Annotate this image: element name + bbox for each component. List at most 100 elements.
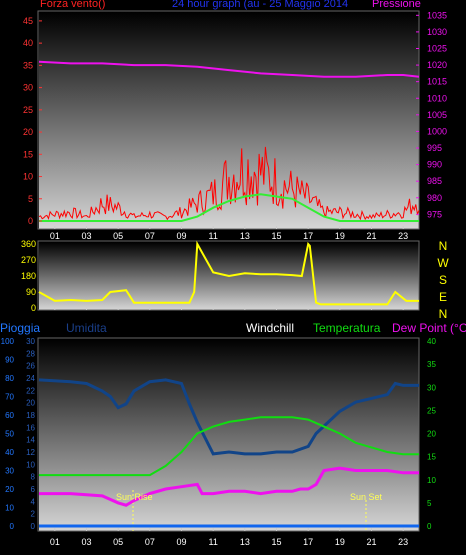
- rain-tick-label: 0: [10, 522, 15, 531]
- pressure-tick-label: 1005: [427, 110, 447, 120]
- wind-tick-label: 15: [23, 149, 33, 159]
- humidity-tick-label: 30: [26, 337, 35, 346]
- compass-labels: N W S E N: [435, 238, 451, 323]
- temperature-line: [39, 416, 419, 477]
- legend-dewpoint: Dew Point (°C): [392, 321, 466, 335]
- temp-panel-frame: [37, 337, 420, 532]
- legend-temperatura: Temperatura: [313, 321, 381, 335]
- x-tick-label: 01: [50, 537, 60, 547]
- compass-e: E: [438, 290, 447, 304]
- x-tick-label: 07: [145, 537, 155, 547]
- x-tick-label: 13: [240, 537, 250, 547]
- wind-speed-line: [38, 146, 420, 221]
- pressure-tick-label: 1015: [427, 77, 447, 87]
- sunset-label: Sun Set: [350, 492, 383, 502]
- x-tick-label: 05: [113, 537, 123, 547]
- humidity-tick-label: 20: [26, 399, 35, 408]
- wind-tick-label: 35: [23, 60, 33, 70]
- x-tick-label: 11: [208, 537, 217, 547]
- pressure-tick-label: 1000: [427, 126, 447, 136]
- x-tick-label: 03: [81, 537, 91, 547]
- humidity-tick-label: 18: [26, 411, 35, 420]
- rain-tick-label: 40: [5, 448, 14, 457]
- temp-tick-label: 10: [427, 476, 436, 485]
- chart-title: 24 hour graph (au - 25 Maggio 2014: [172, 0, 349, 10]
- rain-tick-label: 60: [5, 411, 14, 420]
- pressure-tick-label: 1025: [427, 43, 447, 53]
- rain-tick-label: 50: [5, 430, 14, 439]
- pressure-line: [38, 60, 420, 78]
- temp-tick-label: 20: [427, 430, 436, 439]
- legend-windchill: Windchill: [246, 321, 295, 335]
- direction-tick-label: 360: [21, 239, 36, 249]
- wind-panel-bg: [39, 12, 419, 229]
- humidity-tick-label: 2: [31, 510, 36, 519]
- wind-average-line: [39, 193, 419, 222]
- wind-tick-label: 25: [23, 105, 33, 115]
- rain-tick-label: 100: [1, 337, 15, 346]
- x-tick-label: 15: [271, 537, 281, 547]
- temp-tick-label: 15: [427, 453, 436, 462]
- wind-axis-label: Forza vento(): [40, 0, 106, 10]
- wind-tick-label: 20: [23, 127, 33, 137]
- temp-tick-label: 30: [427, 383, 436, 392]
- direction-tick-label: 90: [26, 287, 36, 297]
- wind-tick-label: 5: [28, 194, 33, 204]
- direction-panel-frame: [37, 240, 420, 311]
- humidity-tick-label: 6: [31, 485, 36, 494]
- x-tick-label: 13: [240, 231, 250, 241]
- temp-panel-bg: [39, 339, 419, 531]
- wind-tick-label: 40: [23, 38, 33, 48]
- x-tick-label: 07: [145, 231, 155, 241]
- wind-tick-label: 10: [23, 172, 33, 182]
- pressure-tick-label: 990: [427, 160, 442, 170]
- x-tick-label: 09: [176, 537, 186, 547]
- wind-direction-line: [38, 240, 419, 306]
- humidity-tick-label: 14: [26, 436, 35, 445]
- humidity-tick-label: 0: [31, 522, 36, 531]
- compass-n-bottom: N: [438, 307, 448, 321]
- wind-tick-label: 45: [23, 16, 33, 26]
- compass-s: S: [438, 273, 447, 287]
- x-tick-label: 19: [335, 231, 345, 241]
- rain-tick-label: 80: [5, 374, 14, 383]
- compass-n-top: N: [438, 239, 448, 253]
- humidity-tick-label: 28: [26, 349, 35, 358]
- temp-tick-label: 0: [427, 522, 432, 531]
- rain-tick-label: 20: [5, 485, 14, 494]
- compass-w: W: [437, 256, 449, 270]
- temp-tick-label: 25: [427, 406, 436, 415]
- humidity-tick-label: 24: [26, 374, 35, 383]
- x-tick-label: 15: [271, 231, 281, 241]
- rain-tick-label: 10: [5, 504, 14, 513]
- humidity-tick-label: 22: [26, 386, 35, 395]
- x-tick-label: 19: [335, 537, 345, 547]
- humidity-tick-label: 26: [26, 362, 35, 371]
- pressure-tick-label: 1010: [427, 93, 447, 103]
- humidity-tick-label: 16: [26, 423, 35, 432]
- x-tick-label: 21: [366, 537, 376, 547]
- x-tick-label: 05: [113, 231, 123, 241]
- dewpoint-line: [39, 466, 419, 507]
- pressure-tick-label: 985: [427, 176, 442, 186]
- x-tick-label: 03: [81, 231, 91, 241]
- pressure-tick-label: 975: [427, 209, 442, 219]
- humidity-tick-label: 8: [31, 473, 36, 482]
- x-tick-label: 21: [366, 231, 376, 241]
- pressure-tick-label: 995: [427, 143, 442, 153]
- x-tick-label: 17: [303, 231, 313, 241]
- x-tick-label: 17: [303, 537, 313, 547]
- temp-tick-label: 40: [427, 337, 436, 346]
- x-tick-label: 23: [398, 537, 408, 547]
- legend-pioggia: Pioggia: [0, 321, 41, 335]
- direction-tick-label: 180: [21, 271, 36, 281]
- rain-tick-label: 30: [5, 467, 14, 476]
- pressure-axis-label: Pressione: [372, 0, 421, 10]
- direction-tick-label: 270: [21, 255, 36, 265]
- legend-umidita: Umidita: [66, 321, 107, 335]
- rain-tick-label: 70: [5, 393, 14, 402]
- x-tick-label: 23: [398, 231, 408, 241]
- pressure-tick-label: 1035: [427, 10, 447, 20]
- pressure-tick-label: 1030: [427, 27, 447, 37]
